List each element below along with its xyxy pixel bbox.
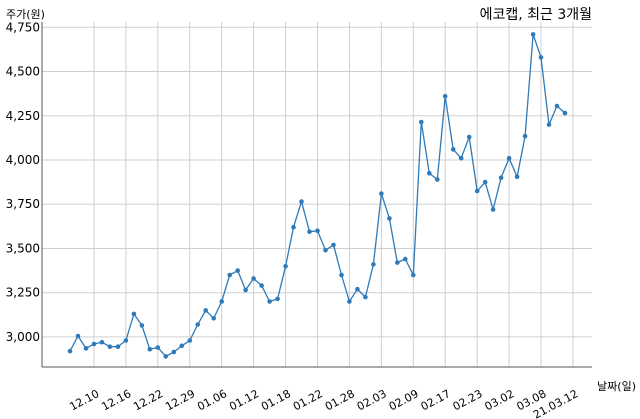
data-point bbox=[411, 272, 416, 278]
data-point bbox=[562, 110, 568, 116]
data-point bbox=[67, 348, 73, 354]
data-point bbox=[171, 349, 177, 355]
data-point bbox=[211, 316, 216, 321]
data-point bbox=[363, 294, 368, 300]
data-point bbox=[474, 188, 480, 194]
data-point bbox=[131, 311, 137, 317]
data-point bbox=[427, 171, 432, 176]
data-point bbox=[107, 344, 113, 350]
data-point bbox=[235, 268, 240, 273]
data-point bbox=[435, 177, 440, 182]
y-ticks: 3,000 3,250 3,500 3,750 4,000 4,250 4,500 4,750 bbox=[6, 20, 40, 344]
x-tick-label: 02.17 bbox=[419, 387, 453, 413]
data-point bbox=[283, 263, 288, 269]
y-axis-label: 주가(원) bbox=[6, 8, 45, 21]
data-point bbox=[419, 119, 424, 125]
data-point bbox=[187, 338, 193, 343]
grid bbox=[42, 22, 592, 367]
data-point bbox=[243, 287, 248, 293]
data-point bbox=[307, 229, 312, 234]
data-point bbox=[546, 122, 552, 127]
data-point bbox=[403, 256, 408, 262]
x-tick-label: 01.12 bbox=[227, 387, 261, 413]
data-point bbox=[123, 338, 129, 343]
data-point bbox=[355, 286, 360, 292]
x-tick-label: 12.16 bbox=[99, 387, 133, 413]
x-axis-label: 날짜(일) bbox=[597, 380, 636, 393]
data-point bbox=[179, 343, 185, 349]
x-tick-label: 12.22 bbox=[131, 387, 165, 413]
data-point bbox=[482, 179, 488, 185]
data-point bbox=[530, 32, 536, 37]
y-tick-label: 4,000 bbox=[6, 153, 40, 167]
data-point bbox=[267, 299, 272, 304]
data-point bbox=[538, 55, 544, 60]
y-tick-label: 3,750 bbox=[6, 197, 40, 211]
data-point bbox=[147, 347, 153, 352]
axes bbox=[41, 22, 592, 368]
data-point bbox=[506, 155, 512, 161]
data-point bbox=[163, 354, 169, 359]
x-tick-label: 12.10 bbox=[67, 387, 101, 413]
data-point bbox=[466, 134, 472, 140]
data-point bbox=[227, 272, 232, 278]
x-tick-label: 01.18 bbox=[259, 387, 293, 413]
data-point bbox=[91, 341, 97, 347]
data-point bbox=[522, 133, 528, 139]
x-ticks: 12.1012.1612.2212.2901.0601.1201.1801.22… bbox=[67, 387, 580, 419]
x-tick-label: 12.29 bbox=[163, 387, 197, 413]
data-point bbox=[203, 308, 208, 313]
data-point bbox=[490, 207, 496, 212]
data-point bbox=[195, 322, 200, 327]
data-point bbox=[99, 339, 105, 345]
data-point bbox=[83, 346, 89, 351]
data-point bbox=[387, 216, 392, 221]
data-point bbox=[450, 147, 456, 152]
data-point bbox=[514, 174, 520, 180]
data-point bbox=[379, 191, 384, 196]
data-point bbox=[75, 333, 81, 339]
data-point bbox=[442, 94, 448, 99]
data-point bbox=[554, 103, 560, 109]
y-tick-label: 4,750 bbox=[6, 20, 40, 34]
y-tick-label: 4,500 bbox=[6, 65, 40, 79]
x-tick-label: 01.28 bbox=[323, 387, 357, 413]
x-tick-label: 02.23 bbox=[451, 387, 485, 413]
data-point bbox=[347, 299, 352, 304]
data-point bbox=[498, 175, 504, 180]
x-tick-label: 03.02 bbox=[483, 387, 517, 413]
data-point bbox=[275, 296, 280, 302]
x-tick-label: 02.03 bbox=[355, 387, 389, 413]
data-point bbox=[315, 228, 320, 234]
data-point bbox=[155, 345, 161, 350]
data-point bbox=[115, 344, 121, 350]
data-point bbox=[331, 242, 336, 248]
data-point bbox=[323, 247, 328, 253]
y-tick-label: 3,000 bbox=[6, 330, 40, 344]
data-point bbox=[139, 323, 145, 328]
data-point bbox=[395, 260, 400, 265]
data-point bbox=[219, 299, 224, 304]
chart-title: 에코캡, 최근 3개월 bbox=[479, 7, 592, 23]
y-tick-label: 3,500 bbox=[6, 241, 40, 255]
data-point bbox=[291, 224, 296, 230]
series bbox=[67, 32, 568, 359]
x-tick-label: 01.22 bbox=[291, 387, 325, 413]
x-tick-label: 01.06 bbox=[195, 387, 229, 413]
y-tick-label: 3,250 bbox=[6, 286, 40, 300]
data-point bbox=[251, 276, 256, 281]
data-point bbox=[458, 155, 464, 161]
y-tick-label: 4,250 bbox=[6, 109, 40, 123]
data-point bbox=[259, 283, 264, 288]
data-point bbox=[299, 199, 304, 204]
data-point bbox=[371, 262, 376, 267]
x-tick-label: 02.09 bbox=[387, 387, 421, 413]
data-point bbox=[339, 272, 344, 278]
